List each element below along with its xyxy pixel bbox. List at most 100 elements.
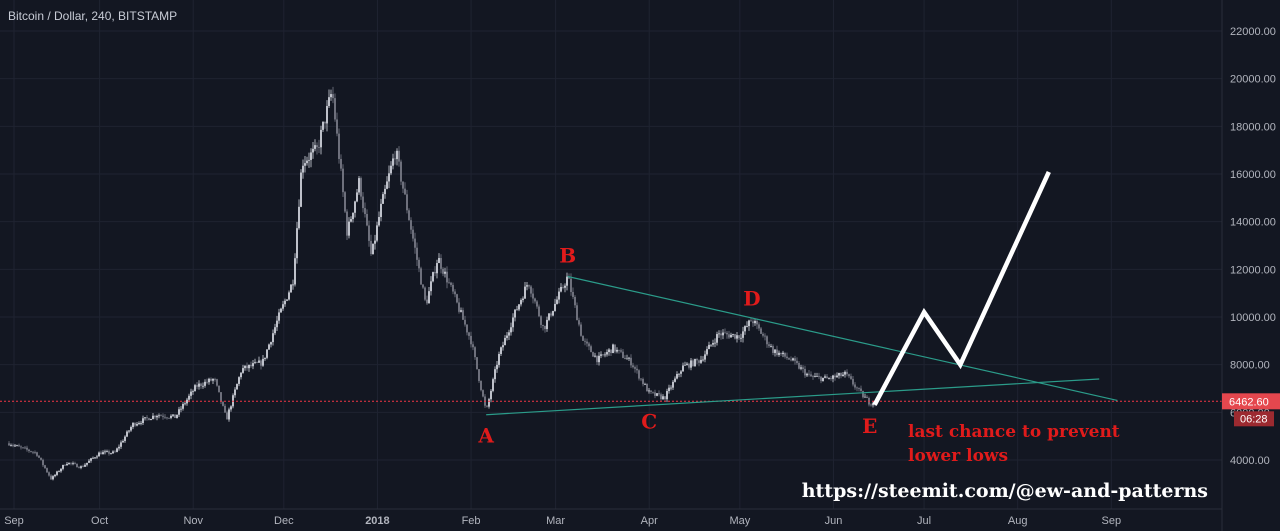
candle-body — [408, 210, 410, 221]
candle-body — [548, 313, 550, 320]
candle-body — [46, 468, 48, 473]
candle-body — [834, 375, 836, 378]
candle-body — [442, 268, 444, 274]
candle-body — [862, 391, 864, 398]
x-tick-label: Oct — [91, 515, 108, 527]
candle-body — [488, 399, 490, 407]
candle-body — [670, 387, 672, 389]
candle-body — [228, 409, 230, 420]
candle-body — [188, 395, 190, 400]
candle-body — [718, 333, 720, 335]
candle-body — [804, 368, 806, 376]
candle-body — [78, 467, 80, 469]
candle-body — [832, 375, 834, 379]
candle-body — [636, 368, 638, 371]
candle-body — [590, 346, 592, 353]
candle-body — [300, 172, 302, 207]
candle-body — [214, 378, 216, 380]
candle-body — [246, 365, 248, 369]
candle-body — [360, 178, 362, 197]
candle-body — [12, 445, 14, 447]
candle-body — [158, 415, 160, 417]
candle-body — [648, 390, 650, 392]
candle-body — [524, 286, 526, 299]
candle-body — [406, 194, 408, 211]
candle-body — [274, 327, 276, 334]
candle-body — [526, 285, 528, 287]
candle-body — [694, 359, 696, 367]
trendline-lower[interactable] — [486, 378, 1100, 416]
candle-body — [190, 391, 192, 396]
y-tick-label: 12000.00 — [1230, 264, 1276, 276]
candle-body — [640, 378, 642, 380]
candle-body — [208, 378, 210, 383]
candle-body — [544, 325, 546, 330]
candle-body — [736, 335, 738, 339]
candle-body — [592, 352, 594, 357]
candle-body — [152, 415, 154, 419]
candle-body — [372, 243, 374, 255]
candle-body — [146, 417, 148, 419]
candle-body — [296, 228, 298, 259]
candle-body — [662, 396, 664, 400]
x-tick-label: Dec — [274, 515, 294, 527]
y-tick-label: 8000.00 — [1230, 360, 1270, 372]
candle-body — [28, 449, 30, 452]
candle-body — [340, 158, 342, 169]
candle-body — [762, 333, 764, 336]
candle-body — [752, 321, 754, 324]
candle-body — [398, 150, 400, 162]
candle-body — [332, 94, 334, 99]
candle-body — [706, 349, 708, 355]
candle-body — [588, 343, 590, 347]
candle-body — [568, 276, 570, 279]
candle-body — [610, 349, 612, 354]
candle-body — [144, 417, 146, 419]
projection-path[interactable] — [872, 171, 1051, 406]
trendline-upper[interactable] — [567, 275, 1118, 402]
candle-body — [560, 286, 562, 292]
candle-body — [440, 258, 442, 269]
candle-body — [646, 383, 648, 392]
candle-body — [506, 335, 508, 338]
candle-body — [776, 349, 778, 355]
candle-body — [486, 405, 488, 407]
candle-body — [120, 442, 122, 447]
candle-body — [268, 344, 270, 350]
candle-body — [128, 430, 130, 432]
candle-body — [186, 399, 188, 404]
candle-body — [746, 326, 748, 327]
candle-body — [756, 320, 758, 325]
candle-body — [732, 334, 734, 335]
candle-body — [602, 354, 604, 356]
candle-body — [402, 181, 404, 189]
candle-body — [330, 94, 332, 98]
candle-body — [350, 219, 352, 222]
candle-body — [192, 391, 194, 393]
x-tick-label: Aug — [1008, 515, 1028, 527]
candle-body — [448, 282, 450, 284]
candle-body — [94, 457, 96, 459]
candle-body — [130, 427, 132, 431]
candle-body — [570, 278, 572, 292]
candle-body — [358, 178, 360, 193]
candle-body — [504, 337, 506, 346]
candle-body — [860, 388, 862, 392]
candle-body — [866, 396, 868, 398]
candle-body — [44, 465, 46, 469]
candle-body — [150, 418, 152, 421]
candle-body — [266, 349, 268, 358]
candle-body — [238, 377, 240, 384]
candle-body — [212, 378, 214, 381]
candle-body — [456, 294, 458, 303]
candle-body — [668, 387, 670, 392]
wave-label-d: D — [743, 286, 760, 310]
candle-body — [290, 284, 292, 293]
candle-body — [604, 354, 606, 356]
candle-body — [782, 352, 784, 355]
candle-body — [522, 298, 524, 301]
candle-body — [392, 158, 394, 166]
candle-body — [730, 334, 732, 338]
